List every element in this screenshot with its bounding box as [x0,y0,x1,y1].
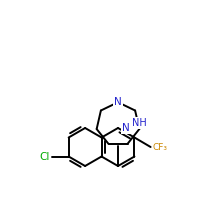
Text: CF₃: CF₃ [153,142,168,152]
Text: Cl: Cl [39,152,50,162]
Text: N: N [114,97,122,107]
Text: NH: NH [132,118,147,128]
Text: N: N [122,123,130,133]
